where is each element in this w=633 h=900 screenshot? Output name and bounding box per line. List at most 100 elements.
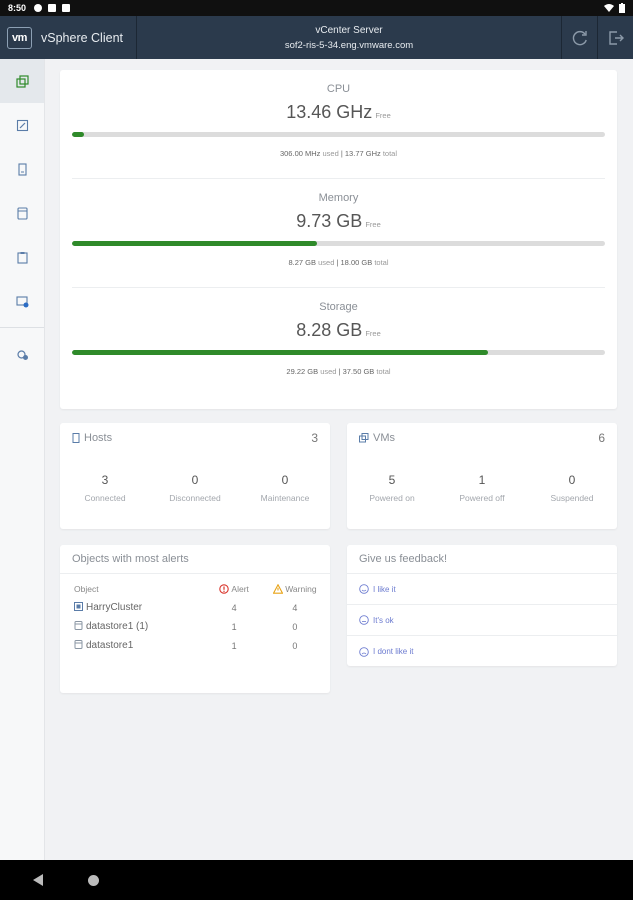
resource-usage-detail: 29.22 GB used | 37.50 GB total — [286, 367, 391, 376]
object-name[interactable]: HarryCluster — [86, 602, 143, 613]
back-icon[interactable] — [33, 874, 43, 886]
neutral-face-icon — [359, 615, 369, 625]
resource-name: CPU — [326, 83, 351, 95]
hosts-count: 3 — [311, 431, 318, 445]
memory-resource: Memory 9.73 GB Free 8.27 GB used | 18.00 … — [60, 192, 617, 267]
status-time: 8:50 — [8, 3, 27, 13]
sidebar-item-tasks[interactable] — [0, 235, 44, 279]
stat-label: Maintenance — [260, 493, 310, 503]
warning-count: 0 — [292, 640, 298, 651]
column-header-warning: Warning — [260, 580, 330, 598]
warning-count: 0 — [292, 621, 298, 632]
resource-usage-fill — [72, 241, 318, 246]
feedback-dislike-button[interactable]: I dont like it — [347, 636, 617, 667]
hosts-title: Hosts — [84, 432, 113, 444]
stat-label: Powered on — [369, 493, 415, 503]
battery-icon — [619, 3, 625, 13]
sidebar-item-hosts[interactable] — [0, 147, 44, 191]
resource-divider — [72, 178, 605, 179]
resource-used-value: 29.22 GB — [286, 367, 319, 376]
logout-button[interactable] — [597, 16, 633, 59]
feedback-title: Give us feedback! — [347, 545, 617, 574]
host-icon — [17, 162, 27, 176]
resource-usage-detail: 306.00 MHz used | 13.77 GHz total — [279, 149, 398, 158]
frown-icon — [359, 646, 369, 657]
column-header-object: Object — [74, 584, 99, 594]
table-row[interactable]: HarryCluster 4 4 — [60, 598, 330, 617]
resource-used-label: used — [320, 367, 337, 376]
hosts-connected-stat[interactable]: 3 Connected — [60, 473, 150, 503]
edit-icon — [16, 119, 28, 131]
hosts-disconnected-stat[interactable]: 0 Disconnected — [150, 473, 240, 503]
resource-free-value: 8.28 GB — [296, 320, 363, 340]
app-header: vm vSphere Client vCenter Server sof2-ri… — [0, 16, 633, 59]
host-icon — [72, 433, 80, 443]
vms-powered-on-stat[interactable]: 5 Powered on — [347, 473, 437, 503]
resource-total-value: 13.77 GHz — [344, 149, 381, 158]
stat-value: 5 — [388, 473, 396, 487]
settings-icon — [16, 349, 28, 360]
stat-value: 0 — [568, 473, 576, 487]
vms-title: VMs — [373, 432, 395, 444]
alerts-title: Objects with most alerts — [60, 545, 330, 574]
hosts-card[interactable]: Hosts 3 3 Connected 0 Disconnected 0 Mainte… — [60, 423, 330, 529]
stat-value: 0 — [281, 473, 289, 487]
table-row[interactable]: datastore1 1 0 — [60, 636, 330, 655]
stat-label: Connected — [84, 493, 126, 503]
wifi-icon — [604, 4, 614, 12]
cluster-icon — [74, 602, 83, 611]
warning-header-label: Warning — [285, 584, 317, 594]
warning-icon — [273, 584, 284, 594]
alert-count: 1 — [231, 621, 237, 632]
alert-icon — [219, 584, 230, 594]
refresh-icon — [572, 30, 587, 45]
resource-usage-detail: 8.27 GB used | 18.00 GB total — [288, 258, 389, 267]
stat-value: 0 — [191, 473, 199, 487]
stat-label: Suspended — [550, 493, 594, 503]
resource-total-label: total — [374, 258, 389, 267]
feedback-card: Give us feedback! I like it It's ok I do… — [347, 545, 617, 666]
datastore-icon — [74, 640, 83, 649]
resources-card: CPU 13.46 GHz Free 306.00 MHz used | 13.7… — [60, 70, 617, 409]
object-name[interactable]: datastore1 — [86, 640, 134, 651]
vms-powered-off-stat[interactable]: 1 Powered off — [437, 473, 527, 503]
sidebar-item-settings[interactable] — [0, 332, 44, 376]
vms-suspended-stat[interactable]: 0 Suspended — [527, 473, 617, 503]
column-header-alert: Alert — [209, 580, 260, 598]
vm-icon — [359, 433, 369, 443]
resource-total-value: 37.50 GB — [342, 367, 375, 376]
object-name[interactable]: datastore1 (1) — [86, 621, 149, 632]
resource-used-label: used — [318, 258, 335, 267]
vmware-logo[interactable]: vm — [7, 26, 32, 49]
home-icon[interactable] — [88, 874, 99, 886]
datastore-icon — [16, 206, 28, 220]
hosts-maintenance-stat[interactable]: 0 Maintenance — [240, 473, 330, 503]
cpu-resource: CPU 13.46 GHz Free 306.00 MHz used | 13.7… — [60, 83, 617, 158]
feedback-label: I like it — [373, 584, 396, 594]
resource-free-label: Free — [365, 220, 381, 229]
logout-icon — [608, 30, 624, 45]
resource-used-value: 306.00 MHz — [279, 149, 321, 158]
sidebar-item-vms-and-templates[interactable] — [0, 59, 44, 103]
sidebar-item-events[interactable] — [0, 279, 44, 323]
resource-usage-fill — [72, 132, 84, 137]
resource-total-label: total — [376, 367, 391, 376]
alert-header-label: Alert — [231, 584, 249, 594]
smile-icon — [359, 584, 369, 594]
sidebar — [0, 59, 45, 860]
refresh-button[interactable] — [561, 16, 597, 59]
resource-used-label: used — [322, 149, 339, 158]
sidebar-item-edit[interactable] — [0, 103, 44, 147]
vms-count: 6 — [598, 431, 605, 445]
sidebar-item-datastores[interactable] — [0, 191, 44, 235]
table-row[interactable]: datastore1 (1) 1 0 — [60, 617, 330, 636]
alerts-card: Objects with most alerts Object Alert Wa… — [60, 545, 330, 693]
feedback-ok-button[interactable]: It's ok — [347, 605, 617, 636]
feedback-like-button[interactable]: I like it — [347, 574, 617, 605]
resource-total-label: total — [382, 149, 398, 158]
resource-free-label: Free — [375, 111, 391, 120]
vms-card[interactable]: VMs 6 5 Powered on 1 Powered off 0 Suspende… — [347, 423, 617, 529]
gear-icon — [34, 4, 43, 12]
alert-count: 1 — [231, 640, 237, 651]
resource-name: Storage — [319, 301, 358, 313]
